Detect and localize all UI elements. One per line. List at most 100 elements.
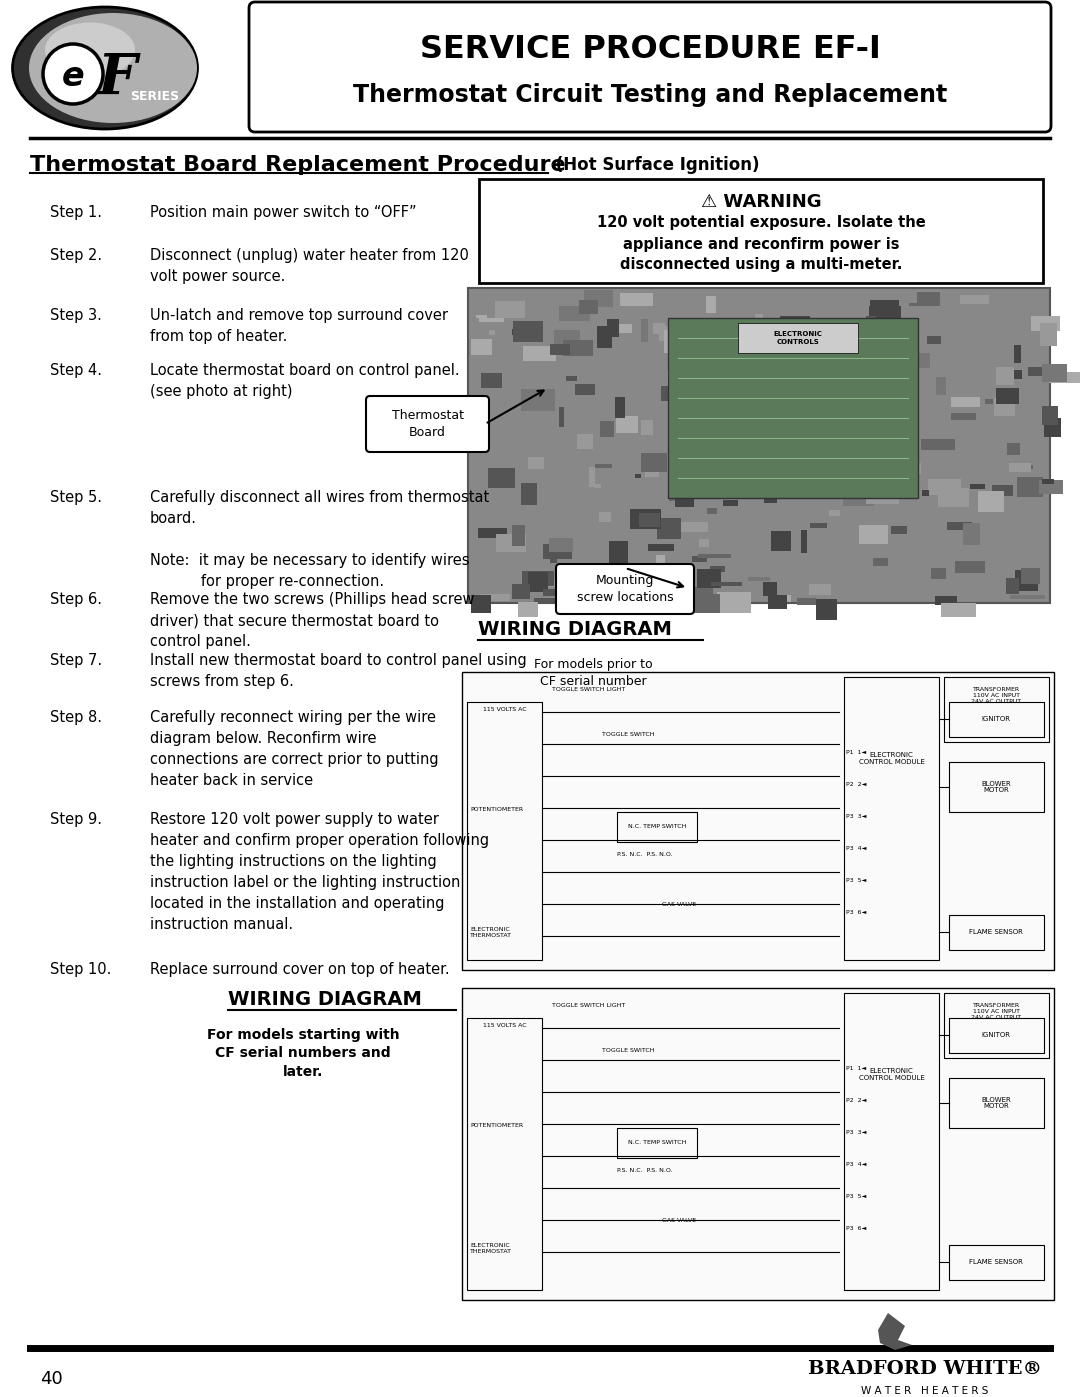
Text: P2  2◄: P2 2◄ [846, 1098, 866, 1102]
Text: P.S. N.C.  P.S. N.O.: P.S. N.C. P.S. N.O. [617, 852, 673, 856]
Bar [995, 398, 1014, 416]
Bar [705, 462, 718, 469]
Bar [478, 317, 504, 323]
Bar [1016, 476, 1042, 497]
Bar [489, 330, 495, 335]
Bar [607, 320, 619, 337]
Bar [512, 584, 530, 599]
Bar [1008, 443, 1020, 455]
Bar [588, 592, 613, 599]
Bar [471, 595, 490, 613]
Text: Thermostat
Board: Thermostat Board [391, 409, 463, 439]
Text: FLAME SENSOR: FLAME SENSOR [969, 1259, 1023, 1266]
Bar [724, 500, 738, 506]
Bar [720, 414, 744, 429]
Text: Carefully disconnect all wires from thermostat
board.

Note:  it may be necessar: Carefully disconnect all wires from ther… [150, 490, 489, 590]
Bar [866, 316, 876, 319]
Bar [645, 457, 659, 476]
Text: P3  6◄: P3 6◄ [846, 909, 866, 915]
Bar [941, 604, 976, 617]
Bar [598, 513, 610, 522]
Text: TRANSFORMER
110V AC INPUT
24V AC OUTPUT: TRANSFORMER 110V AC INPUT 24V AC OUTPUT [971, 687, 1022, 704]
Text: BLOWER
MOTOR: BLOWER MOTOR [981, 1097, 1011, 1109]
Bar [471, 338, 492, 355]
Bar [784, 423, 799, 441]
Polygon shape [878, 1313, 912, 1350]
Bar [939, 488, 970, 507]
Text: Restore 120 volt power supply to water
heater and confirm proper operation follo: Restore 120 volt power supply to water h… [150, 812, 489, 932]
Text: Step 9.: Step 9. [50, 812, 102, 827]
Text: TOGGLE SWITCH: TOGGLE SWITCH [602, 732, 654, 738]
Text: Step 5.: Step 5. [50, 490, 102, 504]
Bar [640, 420, 653, 436]
Bar [866, 482, 900, 504]
Bar [873, 559, 888, 566]
Bar [858, 471, 874, 493]
Bar [603, 571, 620, 585]
Ellipse shape [29, 13, 197, 123]
Bar [686, 588, 713, 602]
Text: Install new thermostat board to control panel using
screws from step 6.: Install new thermostat board to control … [150, 652, 527, 689]
Bar [664, 571, 688, 580]
Bar [771, 531, 792, 552]
Bar [658, 518, 681, 539]
Bar [678, 370, 697, 373]
Bar [1039, 479, 1063, 493]
Bar [700, 451, 729, 468]
Bar [795, 363, 821, 381]
Bar [569, 570, 577, 584]
Bar [829, 397, 840, 412]
FancyBboxPatch shape [480, 179, 1043, 284]
Bar [1007, 577, 1018, 595]
Bar [462, 988, 1054, 1301]
Text: WIRING DIAGRAM: WIRING DIAGRAM [228, 990, 422, 1009]
Text: Position main power switch to “OFF”: Position main power switch to “OFF” [150, 205, 417, 219]
Bar [589, 467, 595, 486]
Text: Mounting
screw locations: Mounting screw locations [577, 574, 673, 604]
Bar [701, 464, 711, 471]
Text: N.C. TEMP SWITCH: N.C. TEMP SWITCH [627, 824, 686, 830]
Bar [575, 384, 595, 395]
Bar [773, 414, 780, 436]
Bar [667, 370, 684, 384]
Text: GAS VALVE: GAS VALVE [662, 902, 697, 907]
Bar [550, 344, 570, 355]
Bar [813, 320, 846, 339]
Bar [897, 462, 921, 474]
Bar [522, 388, 555, 411]
Text: P1  1◄: P1 1◄ [846, 1066, 866, 1070]
Bar [550, 541, 557, 563]
Bar [669, 488, 694, 502]
Text: BRADFORD WHITE®: BRADFORD WHITE® [808, 1361, 1042, 1377]
Bar [679, 471, 703, 474]
Bar [901, 353, 930, 367]
Bar [809, 584, 832, 595]
Bar [480, 594, 510, 601]
Text: P3  5◄: P3 5◄ [846, 877, 866, 883]
Bar [963, 522, 981, 545]
Bar [747, 577, 770, 581]
Bar [872, 398, 904, 401]
Bar [1014, 345, 1021, 363]
Bar [566, 376, 577, 380]
Bar [495, 479, 505, 483]
Bar [467, 1018, 542, 1289]
Bar [868, 306, 901, 319]
Bar [543, 543, 572, 559]
Bar [564, 339, 593, 356]
Bar [690, 594, 720, 613]
Text: For models prior to
CF serial number: For models prior to CF serial number [534, 658, 652, 687]
Bar [617, 812, 697, 842]
Bar [780, 317, 810, 326]
Bar [481, 373, 502, 388]
Text: IGNITOR: IGNITOR [982, 717, 1011, 722]
Bar [699, 569, 708, 583]
Bar [699, 539, 708, 546]
Bar [512, 525, 525, 546]
Bar [922, 490, 930, 496]
Text: SERIES: SERIES [131, 89, 179, 102]
Bar [897, 345, 919, 365]
Bar [997, 370, 1022, 379]
Bar [597, 326, 612, 348]
Bar [869, 300, 899, 316]
